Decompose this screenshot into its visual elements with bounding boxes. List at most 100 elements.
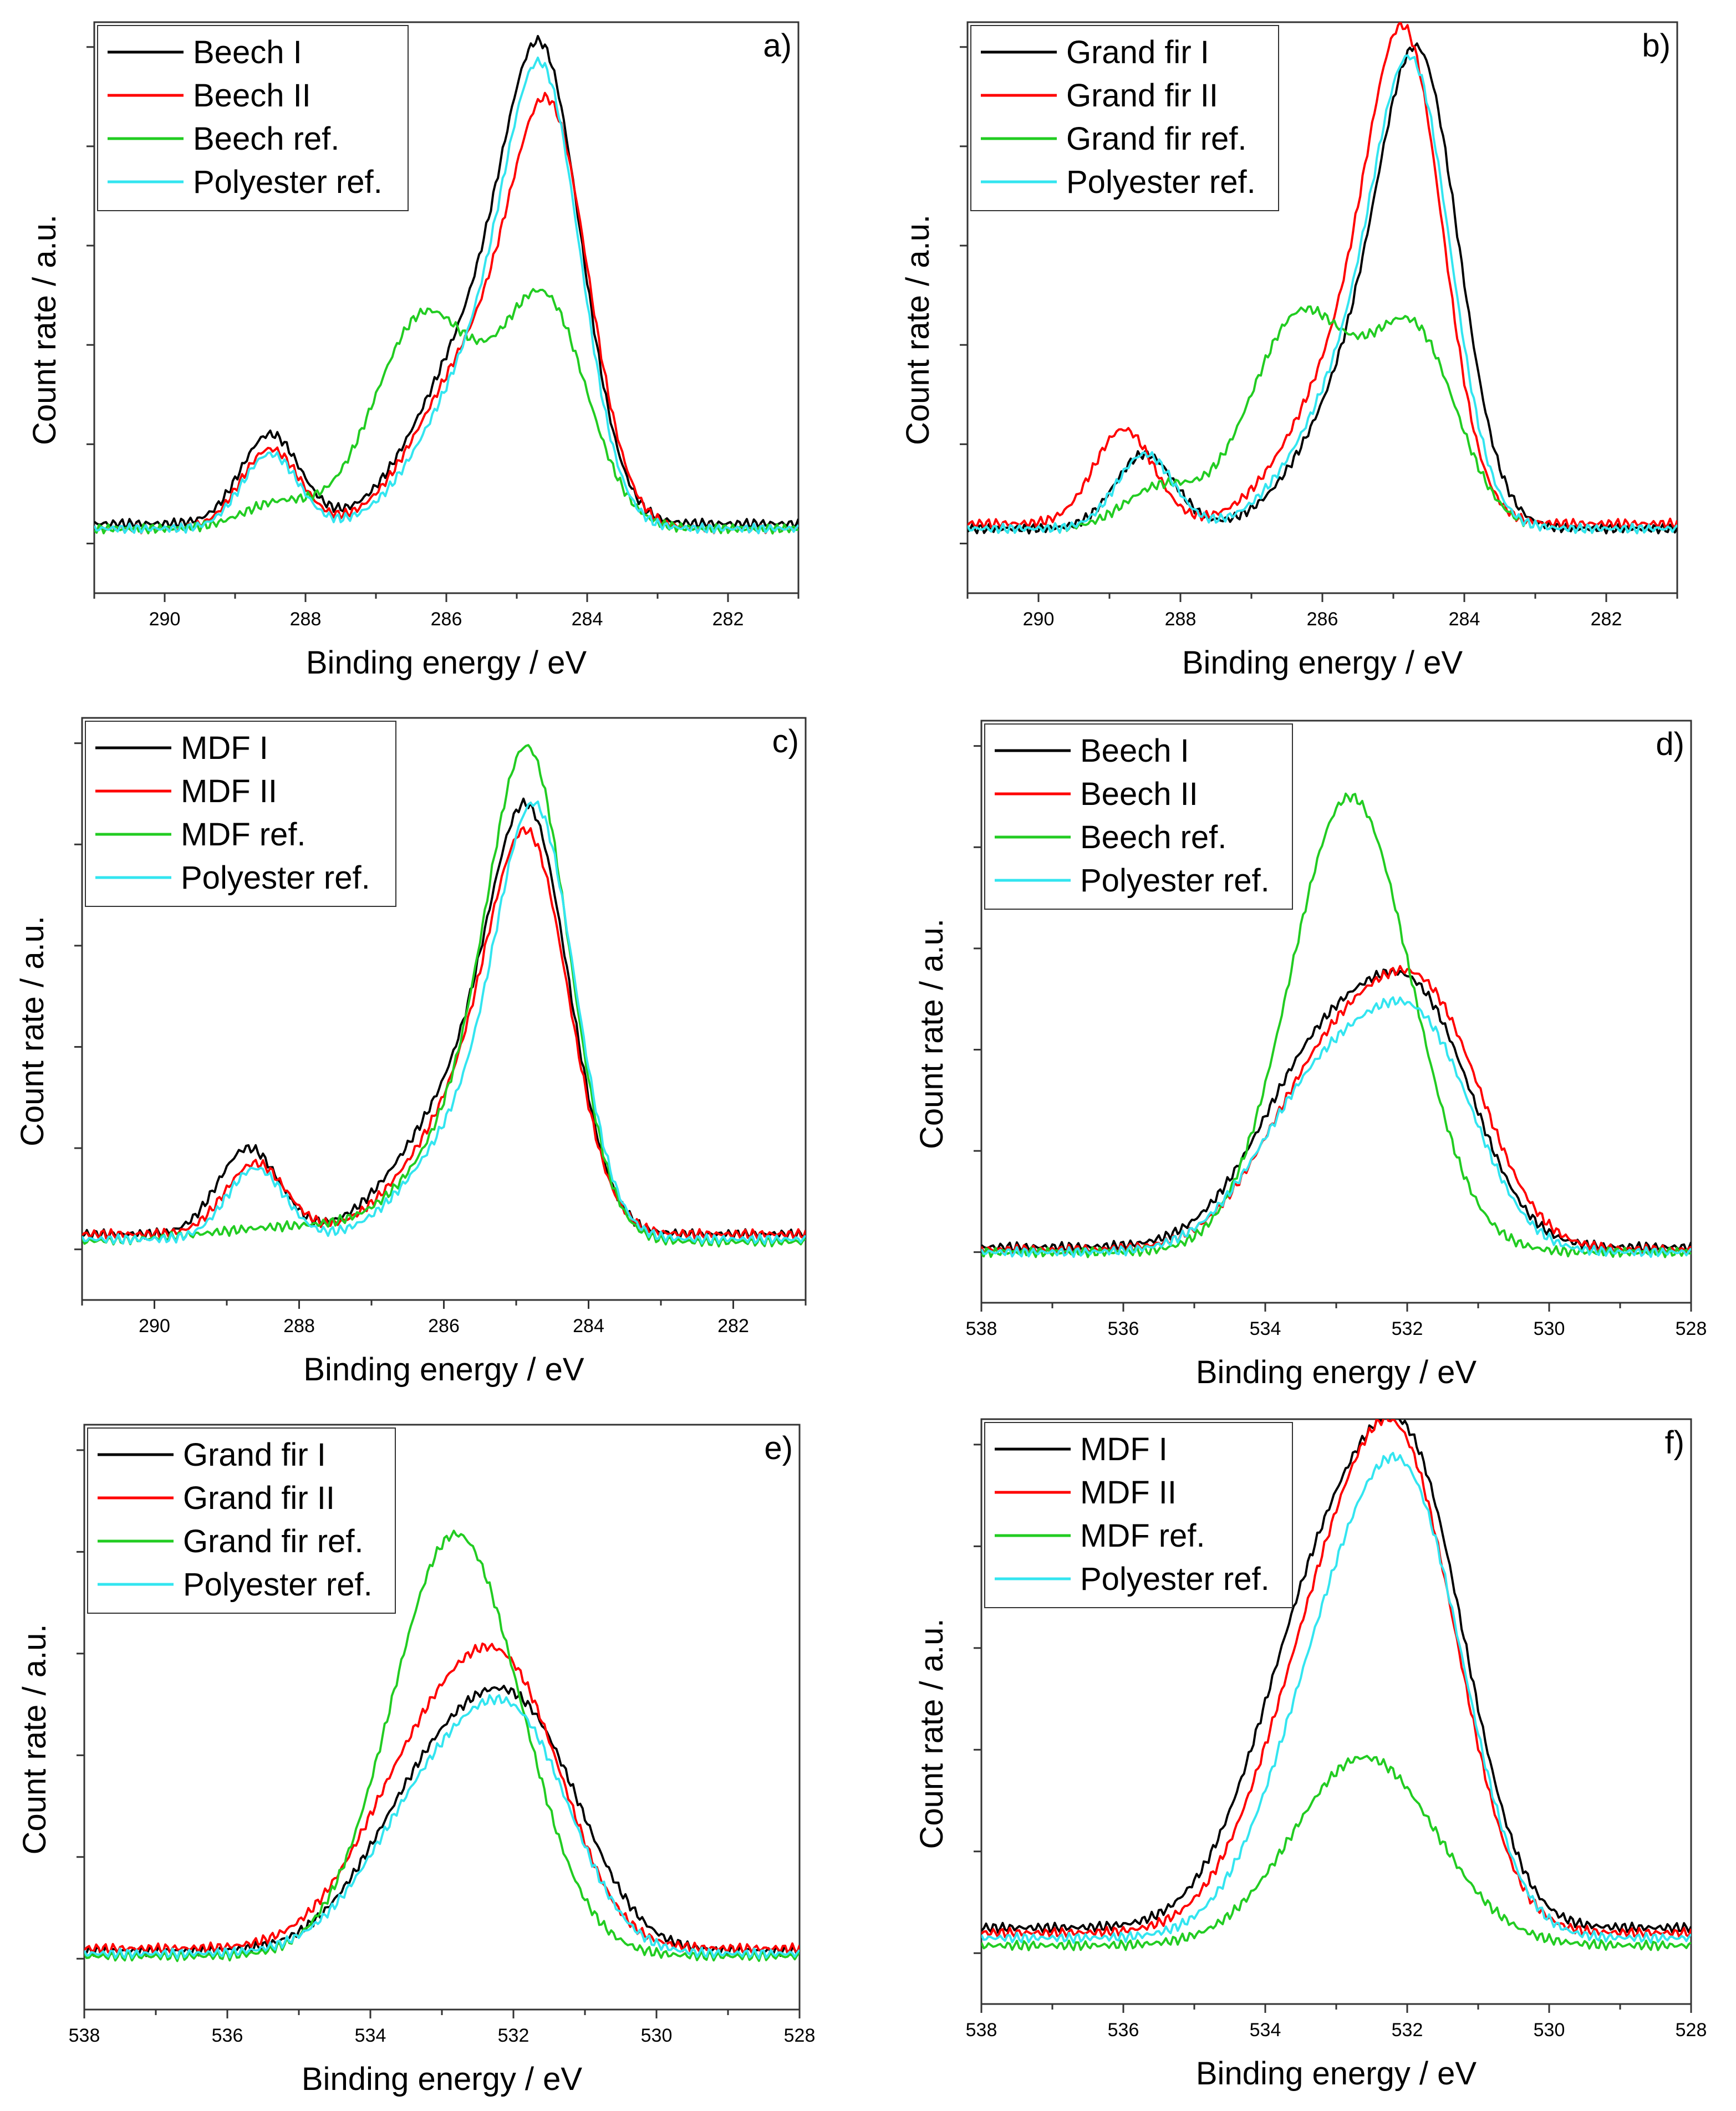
legend-entry: MDF ref. bbox=[1080, 1518, 1205, 1554]
x-axis-title: Binding energy / eV bbox=[1182, 645, 1463, 681]
x-tick-label: 286 bbox=[431, 609, 462, 630]
x-tick-label: 534 bbox=[1250, 2020, 1281, 2041]
series-line-polyester-ref bbox=[968, 54, 1677, 534]
legend: Beech I Beech II Beech ref. Polyester ref. bbox=[984, 723, 1293, 910]
legend: Beech I Beech II Beech ref. Polyester ref. bbox=[97, 25, 409, 211]
legend-entry: Beech II bbox=[1080, 776, 1198, 812]
x-tick-label: 538 bbox=[69, 2025, 100, 2046]
legend: Grand fir I Grand fir II Grand fir ref. Pol… bbox=[970, 25, 1279, 211]
x-tick-label: 282 bbox=[1591, 609, 1622, 630]
legend-entry: MDF II bbox=[1080, 1475, 1177, 1511]
series-lines bbox=[981, 792, 1691, 1258]
x-tick-label: 284 bbox=[572, 609, 603, 630]
series-lines bbox=[968, 22, 1677, 535]
legend-entry: Grand fir II bbox=[1066, 78, 1218, 114]
x-tick-label: 528 bbox=[1676, 1318, 1707, 1339]
legend-entry: Polyester ref. bbox=[181, 860, 370, 896]
series-line-mdf-ref bbox=[82, 744, 806, 1248]
x-tick-label: 536 bbox=[212, 2025, 243, 2046]
panel-label: d) bbox=[1656, 726, 1684, 762]
y-axis-title: Count rate / a.u. bbox=[914, 1619, 950, 1849]
y-axis-title: Count rate / a.u. bbox=[27, 215, 63, 445]
legend-box bbox=[85, 721, 396, 907]
x-tick-label: 288 bbox=[1165, 609, 1197, 630]
x-tick-label: 534 bbox=[1250, 1318, 1281, 1339]
series-line-mdf-ii bbox=[981, 1419, 1691, 1939]
series-line-polyester-ref bbox=[981, 1452, 1691, 1944]
legend-entry: Polyester ref. bbox=[183, 1567, 373, 1603]
series-line-mdf-i bbox=[981, 1419, 1691, 1934]
x-tick-label: 532 bbox=[1392, 2020, 1423, 2041]
x-tick-label: 538 bbox=[966, 2020, 997, 2041]
y-axis-title: Count rate / a.u. bbox=[17, 1624, 53, 1855]
panel-label: b) bbox=[1642, 28, 1671, 64]
panel-d: 538 536 534 532 530 528 Binding energy / eV Cou… bbox=[914, 720, 1707, 1390]
series-line-polyester-ref bbox=[82, 800, 806, 1245]
legend-entry: Polyester ref. bbox=[193, 164, 383, 200]
x-tick-label: 282 bbox=[717, 1315, 749, 1337]
legend-entry: MDF I bbox=[1080, 1431, 1168, 1467]
x-tick-label: 538 bbox=[966, 1318, 997, 1339]
series-line-polyester-ref bbox=[94, 57, 798, 534]
legend-entry: Grand fir ref. bbox=[183, 1523, 364, 1559]
legend: MDF I MDF II MDF ref. Polyester ref. bbox=[984, 1422, 1293, 1608]
y-axis-title: Count rate / a.u. bbox=[14, 916, 50, 1146]
x-tick-label: 532 bbox=[498, 2025, 530, 2046]
x-tick-label: 286 bbox=[428, 1315, 460, 1337]
series-line-polyester-ref bbox=[84, 1694, 800, 1960]
x-axis-title: Binding energy / eV bbox=[1196, 2056, 1477, 2092]
legend: Grand fir I Grand fir II Grand fir ref. Pol… bbox=[87, 1427, 396, 1614]
x-tick-label: 534 bbox=[355, 2025, 386, 2046]
legend-entry: MDF ref. bbox=[181, 817, 306, 853]
x-tick-label: 528 bbox=[1676, 2020, 1707, 2041]
legend-entry: MDF II bbox=[181, 773, 277, 809]
x-tick-label: 284 bbox=[1449, 609, 1480, 630]
y-axis-title: Count rate / a.u. bbox=[900, 215, 936, 445]
x-axis-title: Binding energy / eV bbox=[302, 2061, 583, 2097]
legend-entry: Grand fir I bbox=[1066, 34, 1209, 70]
legend-entry: Polyester ref. bbox=[1080, 1561, 1270, 1597]
x-axis-title: Binding energy / eV bbox=[1196, 1354, 1477, 1390]
series-line-grand-fir-i bbox=[84, 1685, 800, 1957]
legend: MDF I MDF II MDF ref. Polyester ref. bbox=[85, 721, 396, 907]
legend-entry: Polyester ref. bbox=[1080, 863, 1270, 899]
legend-entry: Grand fir ref. bbox=[1066, 121, 1247, 157]
legend-box bbox=[984, 1422, 1293, 1608]
series-line-polyester-ref bbox=[981, 996, 1691, 1258]
legend-entry: Beech ref. bbox=[1080, 819, 1226, 855]
legend-box bbox=[97, 25, 409, 211]
x-axis-title: Binding energy / eV bbox=[306, 645, 587, 681]
series-line-grand-fir-ii bbox=[84, 1642, 800, 1955]
series-line-beech-ii bbox=[94, 91, 798, 534]
legend-box bbox=[984, 723, 1293, 910]
legend-entry: Beech ref. bbox=[193, 121, 339, 157]
x-tick-label: 530 bbox=[641, 2025, 673, 2046]
series-line-mdf-i bbox=[82, 797, 806, 1240]
panel-b: 290 288 286 284 282 Binding energy / eV Count … bbox=[900, 21, 1678, 681]
series-lines bbox=[981, 1419, 1691, 1951]
legend-entry: Grand fir I bbox=[183, 1437, 326, 1473]
x-tick-label: 290 bbox=[149, 609, 181, 630]
x-tick-label: 530 bbox=[1534, 1318, 1565, 1339]
panel-c: 290 288 286 284 282 Binding energy / eV Count … bbox=[14, 717, 807, 1388]
series-line-beech-i bbox=[981, 967, 1691, 1253]
series-lines bbox=[84, 1529, 800, 1962]
x-tick-label: 528 bbox=[784, 2025, 816, 2046]
legend-entry: MDF I bbox=[181, 730, 268, 766]
x-tick-label: 536 bbox=[1108, 2020, 1139, 2041]
x-tick-label: 530 bbox=[1534, 2020, 1565, 2041]
x-tick-label: 290 bbox=[139, 1315, 170, 1337]
series-line-grand-fir-ii bbox=[968, 22, 1677, 530]
series-line-mdf-ii bbox=[82, 826, 806, 1240]
panel-label: f) bbox=[1665, 1425, 1684, 1461]
series-line-beech-ref bbox=[94, 288, 798, 535]
x-tick-label: 282 bbox=[712, 609, 744, 630]
panel-a: 290 288 286 284 282 Binding energy / eV Count … bbox=[27, 21, 800, 681]
legend-entry: Beech I bbox=[1080, 733, 1189, 769]
series-lines bbox=[94, 35, 798, 535]
x-axis-title: Binding energy / eV bbox=[303, 1352, 584, 1388]
panel-label: c) bbox=[772, 723, 799, 759]
legend-box bbox=[970, 25, 1279, 211]
panel-f: 538 536 534 532 530 528 Binding energy / eV Cou… bbox=[914, 1418, 1707, 2092]
